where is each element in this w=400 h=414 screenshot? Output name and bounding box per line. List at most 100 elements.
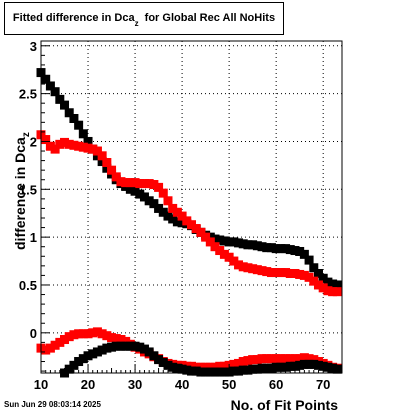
- data-point: [92, 146, 102, 156]
- data-point: [248, 355, 258, 365]
- data-point: [219, 236, 229, 246]
- data-point: [281, 362, 291, 372]
- data-point: [64, 108, 74, 118]
- data-point: [139, 344, 149, 354]
- data-point: [121, 341, 131, 351]
- data-point: [205, 362, 215, 372]
- data-point: [182, 216, 192, 226]
- data-point: [285, 354, 295, 364]
- data-point: [205, 232, 215, 242]
- data-point: [97, 151, 107, 161]
- y-axis-label-subscript: z: [21, 132, 32, 138]
- data-point: [224, 252, 234, 262]
- data-point: [83, 136, 93, 146]
- data-point: [55, 139, 65, 149]
- data-point: [262, 363, 272, 373]
- data-point: [88, 144, 98, 154]
- data-point: [50, 87, 60, 97]
- chart-title-main: Fitted difference in Dca: [12, 12, 135, 24]
- data-point: [69, 140, 79, 150]
- data-point: [323, 277, 333, 287]
- x-tick-label: 70: [316, 377, 330, 392]
- data-point: [102, 163, 112, 173]
- data-point: [248, 240, 258, 250]
- data-point: [238, 357, 248, 367]
- data-point: [144, 196, 154, 206]
- data-point: [50, 144, 60, 154]
- data-point: [125, 178, 135, 188]
- data-point: [177, 218, 187, 228]
- data-point: [295, 354, 305, 364]
- data-point: [92, 347, 102, 357]
- data-point: [130, 341, 140, 351]
- data-point: [295, 269, 305, 279]
- data-point: [257, 266, 267, 276]
- chart-title-subscript: z: [134, 19, 139, 28]
- data-point: [107, 333, 117, 343]
- data-point: [60, 335, 70, 345]
- data-point: [60, 137, 70, 147]
- data-point: [271, 354, 281, 364]
- data-point: [74, 120, 84, 130]
- data-point: [92, 327, 102, 337]
- data-point: [158, 188, 168, 198]
- data-point: [295, 246, 305, 256]
- data-point: [163, 196, 173, 206]
- data-point: [276, 244, 286, 254]
- y-tick-label: 3: [30, 39, 37, 54]
- data-point: [196, 227, 206, 237]
- data-point: [290, 246, 300, 256]
- data-point: [121, 178, 131, 188]
- data-point: [304, 272, 314, 282]
- data-point: [304, 359, 314, 369]
- data-point: [45, 343, 55, 353]
- data-point: [328, 363, 338, 373]
- x-axis: 10 20 30 40 50 60 70: [34, 364, 343, 392]
- data-point: [125, 341, 135, 351]
- data-point: [163, 360, 173, 370]
- data-point: [97, 345, 107, 355]
- data-point: [102, 158, 112, 168]
- data-point: [266, 268, 276, 278]
- data-point: [107, 165, 117, 175]
- data-point: [313, 360, 323, 370]
- data-point: [290, 268, 300, 278]
- data-point: [55, 337, 65, 347]
- data-point: [139, 179, 149, 189]
- data-point: [135, 189, 145, 199]
- data-point: [257, 363, 267, 373]
- data-point: [158, 357, 168, 367]
- data-point: [229, 237, 239, 247]
- data-markers: [36, 68, 342, 378]
- data-point: [309, 359, 319, 369]
- data-point: [187, 220, 196, 230]
- data-point: [78, 142, 88, 152]
- data-point: [102, 343, 112, 353]
- data-point: [290, 361, 300, 371]
- data-point: [116, 177, 126, 187]
- data-point: [323, 286, 333, 296]
- data-point: [304, 255, 314, 265]
- data-point: [74, 329, 84, 339]
- series-1: [36, 68, 342, 290]
- data-point: [285, 268, 295, 278]
- data-point: [323, 362, 333, 372]
- data-point: [144, 179, 154, 189]
- data-point: [243, 263, 253, 273]
- data-point: [45, 81, 55, 91]
- data-point: [238, 262, 248, 272]
- data-point: [328, 287, 338, 297]
- data-point: [210, 234, 220, 244]
- data-point: [215, 235, 225, 245]
- x-tick-label: 60: [269, 377, 283, 392]
- data-point: [290, 354, 300, 364]
- data-point: [285, 245, 295, 255]
- data-point: [187, 361, 196, 371]
- data-point: [299, 353, 309, 363]
- data-point: [168, 214, 178, 224]
- data-point: [266, 363, 276, 373]
- data-point: [234, 358, 244, 368]
- data-point: [168, 203, 178, 213]
- data-point: [295, 360, 305, 370]
- data-point: [276, 362, 286, 372]
